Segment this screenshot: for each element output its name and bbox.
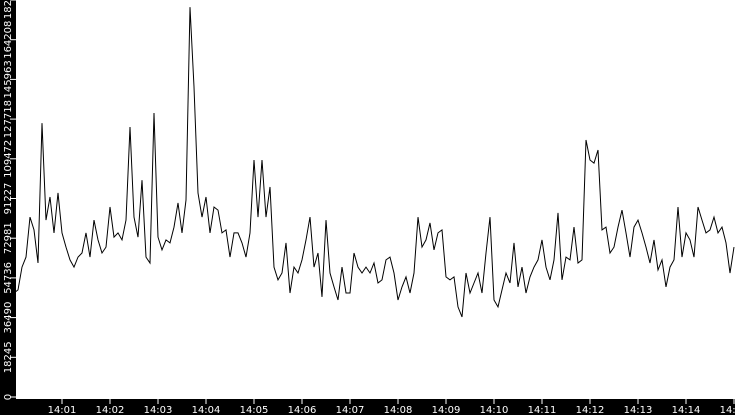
x-tick-label: 14:07 — [336, 405, 365, 415]
y-tick-label: 91227 — [3, 183, 14, 215]
series-group — [13, 7, 735, 318]
y-tick-label: 54736 — [3, 262, 14, 294]
y-tick-label: 72981 — [3, 222, 14, 254]
x-axis: 14:01 14:02 14:03 14:04 14:05 14:06 14:07 14:08… — [48, 399, 735, 415]
y-tick-label: 18245 — [3, 341, 14, 373]
x-tick-label: 14:14 — [672, 405, 701, 415]
y-tick-label: 145963 — [3, 60, 14, 98]
y-tick-label: 164208 — [3, 21, 14, 59]
x-tick-label: 14:08 — [384, 405, 413, 415]
y-tick-label: 36490 — [3, 302, 14, 334]
x-tick-label: 14:12 — [576, 405, 605, 415]
x-tick-label: 14:15 — [720, 405, 735, 415]
x-tick-label: 14:10 — [480, 405, 509, 415]
y-tick-label: 109472 — [3, 140, 14, 178]
plot-area — [16, 0, 735, 399]
x-tick-label: 14:09 — [432, 405, 461, 415]
x-tick-label: 14:11 — [528, 405, 557, 415]
x-tick-label: 14:05 — [240, 405, 269, 415]
x-tick-label: 14:01 — [48, 405, 77, 415]
x-tick-label: 14:02 — [96, 405, 125, 415]
series-line — [13, 7, 735, 318]
x-axis-band — [0, 399, 735, 415]
y-axis: 0 18245 36490 54736 72981 91227 109472 127718 14… — [3, 0, 16, 400]
x-tick-label: 14:13 — [624, 405, 653, 415]
y-tick-label: 182454 — [3, 0, 14, 19]
y-tick-label: 127718 — [3, 100, 14, 138]
x-tick-label: 14:06 — [288, 405, 317, 415]
x-tick-label: 14:03 — [144, 405, 173, 415]
x-tick-label: 14:04 — [192, 405, 221, 415]
y-axis-band — [0, 0, 16, 415]
y-tick-label: 0 — [3, 394, 14, 400]
